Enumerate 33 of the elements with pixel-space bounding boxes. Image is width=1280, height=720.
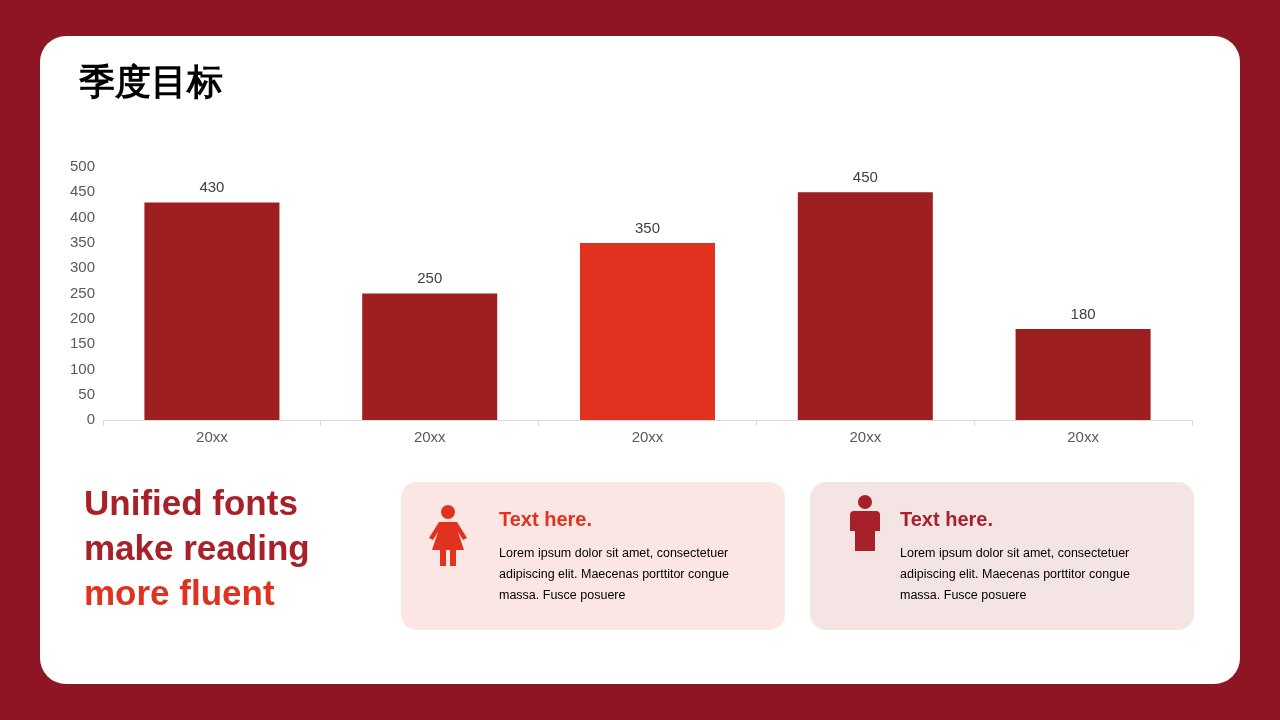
text: Unified fonts make reading — [84, 482, 311, 569]
x-tick-label: 20xx — [849, 428, 882, 446]
y-tick-label: 0 — [86, 410, 96, 428]
data-label: 450 — [852, 167, 878, 185]
text: Text here. — [499, 508, 592, 531]
x-tick-label: 20xx — [1067, 428, 1100, 446]
y-tick-label: 150 — [70, 334, 96, 352]
x-tick-label: 20xx — [631, 428, 664, 446]
text: Lorem ipsum dolor sit amet, consectetuer adipiscing elit. Maecenas porttitor congue massa. Fusce posuere — [900, 545, 1131, 604]
data-label: 180 — [1070, 304, 1096, 322]
y-tick-label: 450 — [70, 182, 96, 200]
bar — [1015, 328, 1151, 420]
text: Lorem ipsum dolor sit amet, consectetuer adipiscing elit. Maecenas porttitor congue massa. Fusce posuere — [499, 545, 730, 604]
text: Text here. — [900, 508, 993, 531]
bar — [580, 242, 716, 420]
bar — [362, 293, 498, 420]
y-tick-label: 300 — [70, 258, 96, 276]
y-tick-label: 250 — [70, 283, 96, 301]
bar — [144, 202, 280, 420]
y-tick-label: 50 — [78, 384, 96, 402]
y-tick-label: 400 — [70, 207, 96, 225]
x-tick-label: 20xx — [196, 428, 229, 446]
chart-title: 季度目标 — [79, 60, 223, 104]
y-tick-label: 100 — [70, 359, 96, 377]
bar — [797, 192, 933, 420]
y-tick-label: 350 — [70, 233, 96, 251]
data-label: 250 — [417, 269, 443, 287]
data-label: 350 — [635, 218, 661, 236]
x-tick-label: 20xx — [413, 428, 447, 446]
data-label: 430 — [199, 178, 225, 196]
y-tick-label: 500 — [70, 157, 96, 175]
text: more fluent — [84, 572, 276, 614]
y-tick-label: 200 — [70, 308, 96, 326]
